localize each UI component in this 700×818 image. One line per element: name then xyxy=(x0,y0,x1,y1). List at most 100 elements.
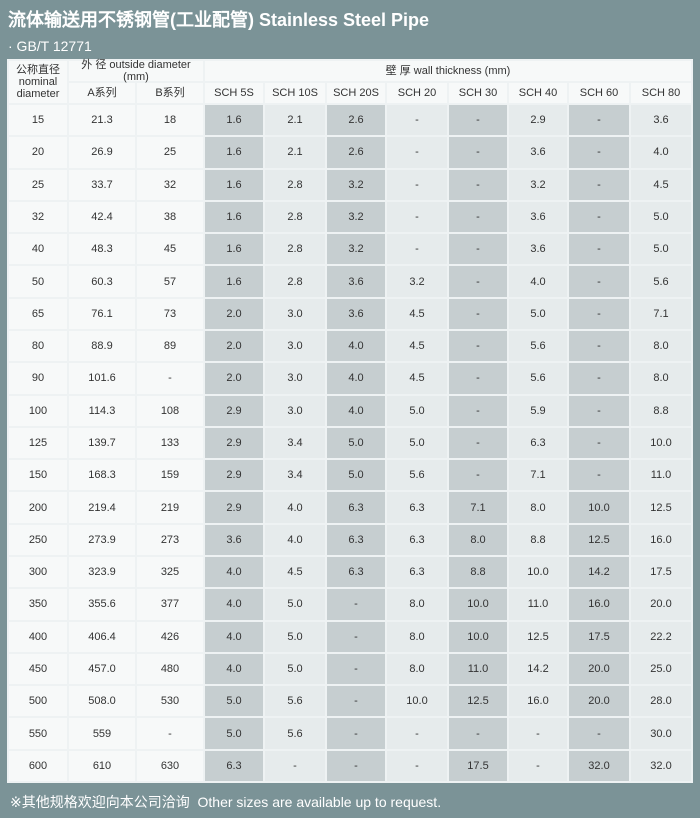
header-cell: SCH 20S xyxy=(327,83,385,103)
table-cell: 12.5 xyxy=(631,492,691,523)
table-cell: - xyxy=(569,363,629,394)
table-cell: 32.0 xyxy=(631,750,691,781)
table-cell: - xyxy=(449,201,507,233)
table-cell: - xyxy=(327,589,385,620)
table-cell: 10.0 xyxy=(387,686,447,717)
table-cell: 16.0 xyxy=(569,589,629,620)
header-cell: 壁 厚 wall thickness (mm) xyxy=(205,61,691,81)
table-cell: - xyxy=(569,137,629,168)
table-cell: - xyxy=(387,169,447,200)
table-cell: 28.0 xyxy=(631,686,691,717)
table-cell: 38 xyxy=(137,201,203,233)
table-cell: - xyxy=(327,621,385,652)
table-cell: 7.1 xyxy=(509,460,567,491)
table-cell: 5.6 xyxy=(387,460,447,491)
header-cell: A系列 xyxy=(69,83,135,103)
table-cell: 57 xyxy=(137,266,203,297)
table-cell: 32 xyxy=(9,201,67,233)
table-cell: - xyxy=(449,331,507,362)
header-cell: 公称直径 nominal diameter xyxy=(9,61,67,103)
table-cell: 3.0 xyxy=(265,298,325,329)
title: 流体输送用不锈钢管(工业配管) Stainless Steel Pipe xyxy=(8,10,430,30)
table-cell: - xyxy=(387,105,447,136)
header-cell: B系列 xyxy=(137,83,203,103)
table-cell: 2.8 xyxy=(265,201,325,233)
table-cell: 48.3 xyxy=(69,234,135,265)
table-cell: 25 xyxy=(137,137,203,168)
table-cell: 5.0 xyxy=(327,427,385,459)
table-cell: 550 xyxy=(9,718,67,749)
table-cell: 32.0 xyxy=(569,750,629,781)
header-cell: SCH 5S xyxy=(205,83,263,103)
table-cell: - xyxy=(509,750,567,781)
table-cell: 5.0 xyxy=(265,653,325,685)
table-cell: 17.5 xyxy=(631,557,691,588)
table-cell: 4.0 xyxy=(327,331,385,362)
table-cell: 8.0 xyxy=(387,589,447,620)
table-cell: 3.6 xyxy=(509,201,567,233)
table-cell: 73 xyxy=(137,298,203,329)
table-cell: - xyxy=(387,137,447,168)
table-cell: 80 xyxy=(9,331,67,362)
header-cell: SCH 10S xyxy=(265,83,325,103)
table-cell: - xyxy=(327,653,385,685)
table-cell: 3.0 xyxy=(265,331,325,362)
table-cell: 1.6 xyxy=(205,105,263,136)
table-cell: 5.0 xyxy=(631,201,691,233)
table-cell: 150 xyxy=(9,460,67,491)
table-cell: 219.4 xyxy=(69,492,135,523)
table-cell: 4.0 xyxy=(205,589,263,620)
table-cell: 4.5 xyxy=(387,363,447,394)
table-cell: 10.0 xyxy=(569,492,629,523)
table-cell: 1.6 xyxy=(205,201,263,233)
table-cell: 76.1 xyxy=(69,298,135,329)
table-cell: 4.0 xyxy=(265,492,325,523)
table-cell: 8.0 xyxy=(387,621,447,652)
table-cell: - xyxy=(449,169,507,200)
table-cell: 6.3 xyxy=(387,524,447,555)
table-cell: 508.0 xyxy=(69,686,135,717)
table-cell: 8.0 xyxy=(387,653,447,685)
table-cell: - xyxy=(449,266,507,297)
table-cell: 133 xyxy=(137,427,203,459)
table-cell: 17.5 xyxy=(449,750,507,781)
table-cell: 5.0 xyxy=(387,395,447,426)
table-cell: 88.9 xyxy=(69,331,135,362)
table-cell: 5.6 xyxy=(265,718,325,749)
table-cell: 325 xyxy=(137,557,203,588)
table-cell: 2.8 xyxy=(265,234,325,265)
table-cell: 90 xyxy=(9,363,67,394)
table-cell: 6.3 xyxy=(387,492,447,523)
table-cell: - xyxy=(569,460,629,491)
table-cell: - xyxy=(569,201,629,233)
table-cell: 1.6 xyxy=(205,137,263,168)
table-cell: 2.6 xyxy=(327,105,385,136)
table-cell: 2.9 xyxy=(205,427,263,459)
table-cell: 7.1 xyxy=(631,298,691,329)
table-cell: 11.0 xyxy=(631,460,691,491)
footer: ※其他规格欢迎向本公司洽询 Other sizes are available … xyxy=(10,794,442,810)
table-cell: 1.6 xyxy=(205,266,263,297)
table-cell: - xyxy=(449,395,507,426)
table-cell: 273.9 xyxy=(69,524,135,555)
table-cell: 21.3 xyxy=(69,105,135,136)
table-cell: 20 xyxy=(9,137,67,168)
table-cell: 42.4 xyxy=(69,201,135,233)
table-cell: 2.9 xyxy=(205,460,263,491)
table-cell: - xyxy=(569,331,629,362)
table-cell: 3.6 xyxy=(327,266,385,297)
table-cell: - xyxy=(569,105,629,136)
table-cell: 1.6 xyxy=(205,234,263,265)
header-cell: SCH 40 xyxy=(509,83,567,103)
table-cell: 4.0 xyxy=(205,653,263,685)
table-cell: 457.0 xyxy=(69,653,135,685)
table-cell: 5.0 xyxy=(387,427,447,459)
table-cell: 2.6 xyxy=(327,137,385,168)
table-cell: - xyxy=(449,234,507,265)
table-cell: 8.8 xyxy=(449,557,507,588)
table-cell: 3.6 xyxy=(509,234,567,265)
table-cell: 2.1 xyxy=(265,105,325,136)
table-cell: 45 xyxy=(137,234,203,265)
table-cell: 3.2 xyxy=(509,169,567,200)
